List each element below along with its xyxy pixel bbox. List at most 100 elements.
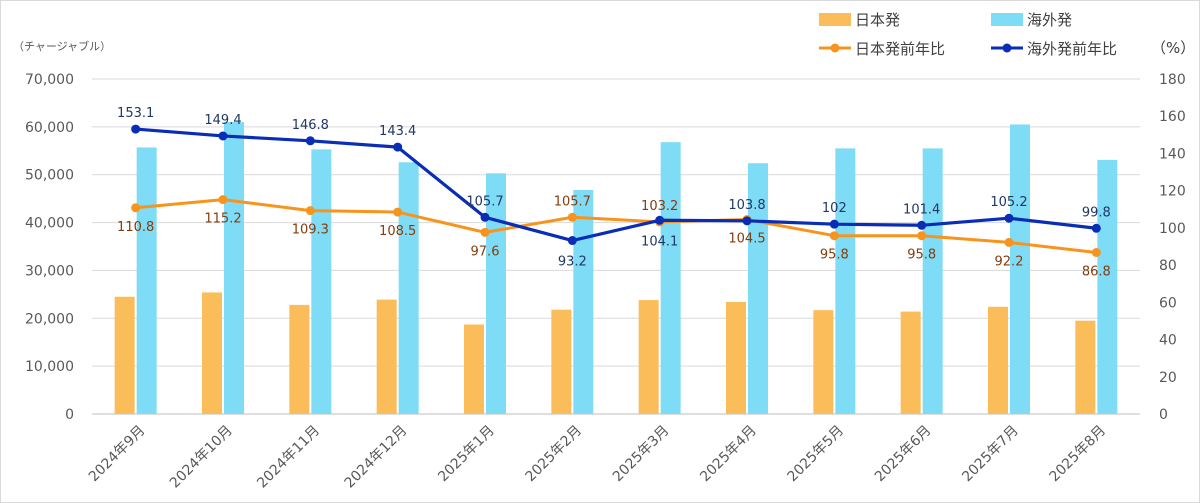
y-left-tick-label: 20,000 bbox=[25, 311, 74, 327]
bar-overseas bbox=[311, 149, 332, 414]
bar-overseas bbox=[136, 147, 157, 414]
bar-japan bbox=[900, 311, 921, 414]
bar-japan bbox=[114, 296, 135, 414]
data-label-japan-yoy: 115.2 bbox=[204, 212, 241, 227]
point-overseas-yoy bbox=[742, 216, 752, 226]
point-overseas-yoy bbox=[305, 136, 315, 146]
y-left-tick-label: 70,000 bbox=[25, 72, 74, 88]
x-tick-label: 2025年5月 bbox=[785, 423, 848, 486]
x-tick-label: 2025年8月 bbox=[1047, 423, 1110, 486]
line-japan-yoy bbox=[135, 198, 1097, 254]
legend-item-overseas-yoy-label: 海外発前年比 bbox=[1027, 40, 1117, 58]
bar-japan bbox=[726, 302, 746, 414]
y-right-tick-label: 120 bbox=[1159, 184, 1186, 200]
data-label-overseas-yoy: 101.4 bbox=[903, 202, 940, 217]
data-label-overseas-yoy: 103.8 bbox=[728, 198, 765, 213]
data-label-overseas-yoy: 93.2 bbox=[558, 255, 587, 270]
data-label-overseas-yoy: 146.8 bbox=[292, 118, 329, 133]
bar-overseas bbox=[1010, 124, 1030, 414]
point-japan-yoy bbox=[480, 227, 490, 237]
x-tick-label: 2025年1月 bbox=[435, 423, 498, 486]
data-label-overseas-yoy: 99.8 bbox=[1082, 205, 1111, 220]
point-japan-yoy bbox=[917, 231, 927, 241]
data-label-overseas-yoy: 105.2 bbox=[990, 195, 1027, 210]
point-overseas-yoy bbox=[393, 142, 403, 152]
x-tick-label: 2025年7月 bbox=[959, 423, 1022, 486]
point-overseas-yoy bbox=[829, 219, 839, 229]
x-tick-label: 2025年4月 bbox=[697, 423, 760, 486]
legend-item-japan-swatch bbox=[819, 13, 851, 26]
bar-japan bbox=[202, 292, 222, 414]
data-label-japan-yoy: 86.8 bbox=[1082, 264, 1111, 279]
point-overseas-yoy bbox=[218, 131, 228, 141]
x-tick-label: 2025年2月 bbox=[523, 423, 586, 486]
line-overseas-yoy bbox=[135, 127, 1097, 243]
data-label-japan-yoy: 92.2 bbox=[995, 254, 1024, 269]
legend-item-japan-label: 日本発 bbox=[855, 11, 900, 29]
bar-japan bbox=[551, 309, 572, 414]
bar-overseas bbox=[486, 173, 506, 414]
data-label-japan-yoy: 110.8 bbox=[117, 220, 154, 235]
bar-japan bbox=[464, 324, 484, 414]
y-right-tick-label: 20 bbox=[1159, 370, 1177, 386]
y-right-unit-label: （%） bbox=[1151, 39, 1195, 57]
point-overseas-yoy bbox=[655, 215, 665, 225]
data-label-overseas-yoy: 104.1 bbox=[641, 234, 678, 249]
legend-item-overseas-label: 海外発 bbox=[1027, 11, 1072, 29]
point-japan-yoy bbox=[1091, 247, 1101, 257]
bar-overseas bbox=[1097, 159, 1118, 414]
data-label-japan-yoy: 95.8 bbox=[820, 248, 849, 263]
y-right-tick-label: 80 bbox=[1159, 258, 1177, 274]
y-left-tick-label: 50,000 bbox=[25, 168, 74, 184]
bar-overseas bbox=[224, 122, 244, 415]
y-right-tick-label: 100 bbox=[1159, 221, 1186, 237]
x-tick-label: 2024年9月 bbox=[86, 423, 149, 486]
x-tick-label: 2025年3月 bbox=[610, 423, 673, 486]
bar-japan bbox=[376, 299, 397, 414]
bar-overseas bbox=[748, 163, 768, 414]
y-right-tick-label: 60 bbox=[1159, 295, 1177, 311]
bar-overseas bbox=[835, 148, 856, 414]
point-overseas-yoy bbox=[567, 236, 577, 246]
x-tick-label: 2025年6月 bbox=[872, 423, 935, 486]
data-label-japan-yoy: 109.3 bbox=[292, 223, 329, 238]
point-overseas-yoy bbox=[1004, 213, 1014, 223]
data-label-overseas-yoy: 153.1 bbox=[117, 106, 154, 121]
x-tick-label: 2024年11月 bbox=[254, 423, 323, 492]
bar-japan bbox=[638, 300, 659, 414]
point-overseas-yoy bbox=[917, 220, 927, 230]
data-label-overseas-yoy: 143.4 bbox=[379, 124, 416, 139]
bar-japan bbox=[289, 304, 310, 414]
legend-item-japan-yoy-marker bbox=[830, 43, 840, 53]
legend-item-japan-yoy-label: 日本発前年比 bbox=[855, 40, 945, 58]
data-label-japan-yoy: 104.5 bbox=[728, 232, 765, 247]
x-tick-label: 2024年10月 bbox=[167, 423, 236, 492]
data-label-japan-yoy: 108.5 bbox=[379, 224, 416, 239]
data-label-overseas-yoy: 105.7 bbox=[466, 194, 503, 209]
y-right-tick-label: 140 bbox=[1159, 146, 1186, 162]
point-japan-yoy bbox=[305, 206, 315, 216]
point-overseas-yoy bbox=[1091, 223, 1101, 233]
point-japan-yoy bbox=[829, 231, 839, 241]
bar-overseas bbox=[922, 148, 943, 414]
bar-overseas bbox=[398, 162, 419, 414]
data-label-overseas-yoy: 102 bbox=[822, 201, 847, 216]
point-overseas-yoy bbox=[131, 124, 141, 134]
point-japan-yoy bbox=[218, 195, 228, 205]
data-label-overseas-yoy: 149.4 bbox=[204, 113, 241, 128]
bar-overseas bbox=[660, 142, 681, 414]
y-left-tick-label: 40,000 bbox=[25, 216, 74, 232]
bar-japan bbox=[1075, 320, 1096, 414]
data-label-japan-yoy: 97.6 bbox=[471, 244, 500, 259]
y-right-tick-label: 180 bbox=[1159, 72, 1186, 88]
y-left-unit-label: （チャージャブル） bbox=[13, 39, 111, 53]
point-japan-yoy bbox=[1004, 237, 1014, 247]
point-japan-yoy bbox=[567, 212, 577, 222]
bar-japan bbox=[988, 306, 1008, 414]
legend-item-overseas-yoy-marker bbox=[1002, 43, 1012, 53]
y-left-tick-label: 30,000 bbox=[25, 263, 74, 279]
y-right-tick-label: 160 bbox=[1159, 109, 1186, 125]
point-japan-yoy bbox=[393, 207, 403, 217]
